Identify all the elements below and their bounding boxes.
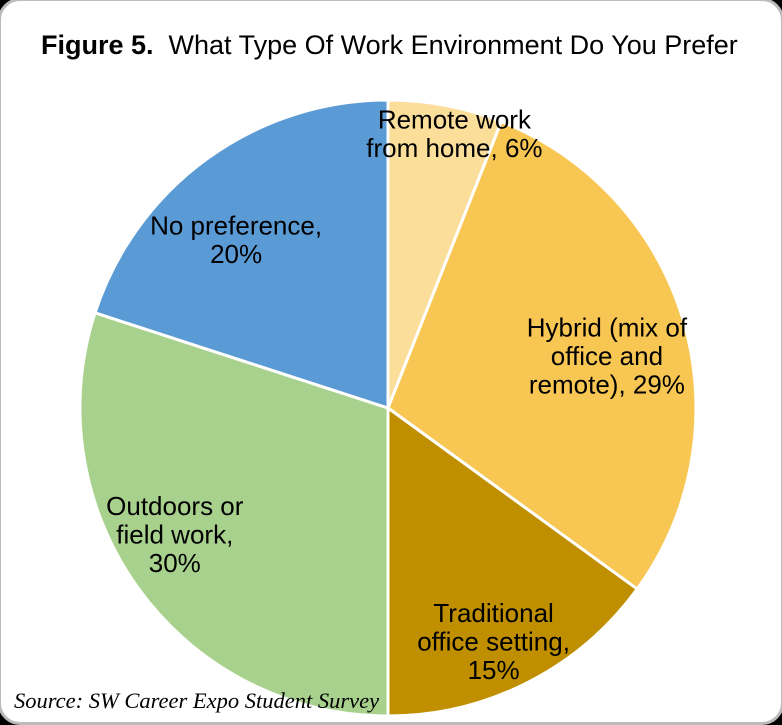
svg-text:Remote workfrom home, 6%: Remote work from home, 6% (366, 105, 542, 164)
